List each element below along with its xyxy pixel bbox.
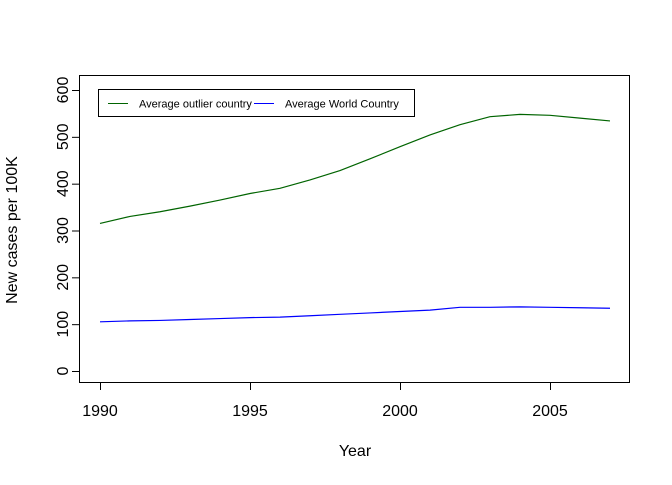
x-tick-label: 2005 [532,403,568,420]
y-tick-label: 400 [55,170,72,197]
legend-label-world: Average World Country [285,99,399,111]
x-tick-label: 1990 [82,403,118,420]
y-tick-label: 500 [55,123,72,150]
y-tick-label: 0 [55,366,72,375]
series-lines [99,113,611,323]
series-line-1 [99,306,611,323]
y-axis-label: New cases per 100K [4,156,21,304]
x-tick-label: 1995 [232,403,268,420]
y-tick-label: 300 [55,217,72,244]
y-tick-label: 600 [55,77,72,104]
legend-label-outlier: Average outlier country [139,99,252,111]
legend: Average outlier country Average World Co… [98,89,415,117]
plot-frame [79,75,630,383]
series-line-0 [99,113,611,225]
y-axis: 0 100 200 300 400 500 600 [55,77,80,375]
y-tick-label: 100 [55,311,72,338]
x-tick-label: 2000 [382,403,418,420]
x-axis: 1990 1995 2000 2005 [82,382,568,420]
x-axis-label: Year [339,443,372,460]
y-tick-label: 200 [55,264,72,291]
